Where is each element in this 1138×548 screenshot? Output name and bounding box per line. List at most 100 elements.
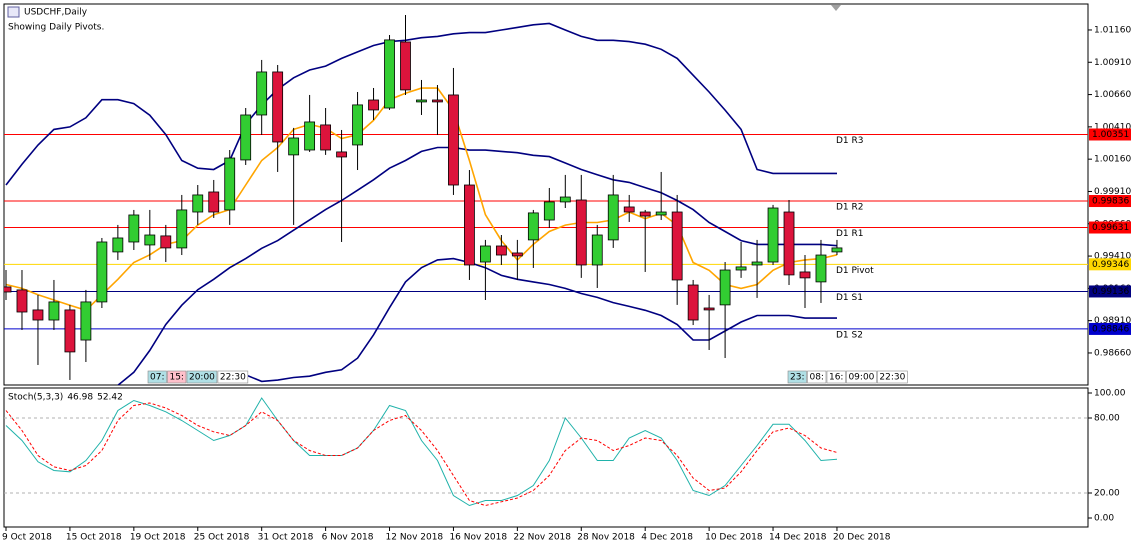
candle-body [464,184,475,266]
main-panel [3,3,1089,386]
pivot-price-box [1089,258,1131,271]
shift-marker [831,5,841,11]
session-box [186,370,218,384]
x-tick-label: 25 Oct 2018 [194,533,250,543]
candle-body [511,252,523,257]
candle-body [591,234,603,266]
y-tick-label: 1.00660 [1094,90,1131,100]
candle-body [16,289,28,313]
session-box [787,370,807,384]
candle-body [352,104,363,146]
x-tick-label: 4 Dec 2018 [641,533,693,543]
x-tick-label: 14 Dec 2018 [769,533,827,543]
candle-body [320,124,332,151]
session-box [826,370,846,384]
candle-body [703,307,715,311]
candle-body [623,206,635,213]
candle-body [368,99,379,111]
stoch-value: 52.42 [97,393,123,403]
candle-body [719,269,731,306]
pivot-price-box [1089,128,1131,141]
pivot-label: D1 R1 [836,229,864,239]
pivot-price-box [1089,322,1131,335]
stoch-plot [4,397,1088,507]
candle-body [527,212,539,241]
y-tick-label: 1.00410 [1094,122,1131,132]
x-tick-label: 6 Nov 2018 [322,533,374,543]
session-label: 09:00 [848,373,874,383]
main-plot: D1 R3 D1 R2 D1 R1 D1 Pivot D1 S1 D1 S2 07: 15: 2… [4,14,1088,385]
pivot-price: 0.99346 [1092,260,1129,270]
y-tick-label: 0.98910 [1094,316,1131,326]
candle-body [160,235,172,249]
chart-subtitle: Showing Daily Pivots. [8,23,104,33]
candle-body [272,71,284,143]
pivot-price: 0.99836 [1092,197,1129,207]
indicator-line [245,257,837,383]
candle-body [783,211,795,276]
pivot-label: D1 R2 [836,203,864,213]
session-box [167,370,187,384]
stoch-value: 46.98 [67,393,93,403]
candle-body [192,194,204,213]
y-tick-label: 0.00 [1094,514,1114,524]
session-label: 08: [809,373,823,383]
session-label: 15: [169,373,183,383]
pivot-price: 0.99631 [1092,223,1129,233]
session-box [807,370,827,384]
session-label: 20:00 [189,373,215,383]
candle-body [112,237,124,253]
pivot-label: D1 S1 [836,293,863,303]
session-label: 07: [150,373,164,383]
indicator-line [117,146,838,385]
candle-body [687,284,699,321]
candle-body [751,261,763,266]
x-tick-label: 12 Nov 2018 [386,533,444,543]
session-label: 23: [790,373,804,383]
stoch-panel [3,387,1089,528]
candle-body [96,241,108,303]
session-label: 22:30 [879,373,905,383]
stoch-title: Stoch(5,3,3) [8,393,63,403]
pivot-price-box [1089,221,1131,234]
pivot-price-box [1089,195,1131,208]
pivot-price: 0.99136 [1092,287,1129,297]
candle-body [559,196,571,203]
y-tick-label: 20.00 [1094,489,1120,499]
y-tick-label: 1.00160 [1094,155,1131,165]
pivot-price: 0.98846 [1092,324,1129,334]
session-box [147,370,167,384]
x-tick-label: 31 Oct 2018 [258,533,314,543]
y-tick-label: 1.01160 [1094,25,1131,35]
candle-body [799,271,811,279]
candle-body [128,214,140,243]
session-label: 22:30 [220,373,246,383]
indicator-line [5,397,838,507]
pivot-label: D1 R3 [836,136,864,146]
candle-body [32,309,44,321]
x-tick-label: 20 Dec 2018 [833,533,891,543]
candle-body [448,94,459,186]
x-tick-label: 15 Oct 2018 [66,533,122,543]
symbol-icon [7,6,20,18]
candle-body [607,194,619,241]
candle-body [495,245,507,256]
y-tick-label: 0.99410 [1094,252,1131,262]
pivot-price-box [1089,285,1131,298]
pivot-price: 1.00351 [1092,130,1129,140]
candle-body [304,121,316,151]
y-tick-label: 1.00910 [1094,58,1131,68]
indicator-line [5,87,838,312]
session-label: 16: [829,373,843,383]
y-tick-label: 80.00 [1094,414,1120,424]
y-tick-label: 0.98660 [1094,348,1131,358]
candle-body [224,157,236,211]
x-tick-label: 19 Oct 2018 [130,533,186,543]
axes: 1.01160 1.00910 1.00660 1.00410 1.00160 0.999… [2,25,1131,542]
x-tick-label: 28 Nov 2018 [577,533,635,543]
session-box [217,370,249,384]
candle-body [767,207,779,263]
candle-body [575,199,587,266]
